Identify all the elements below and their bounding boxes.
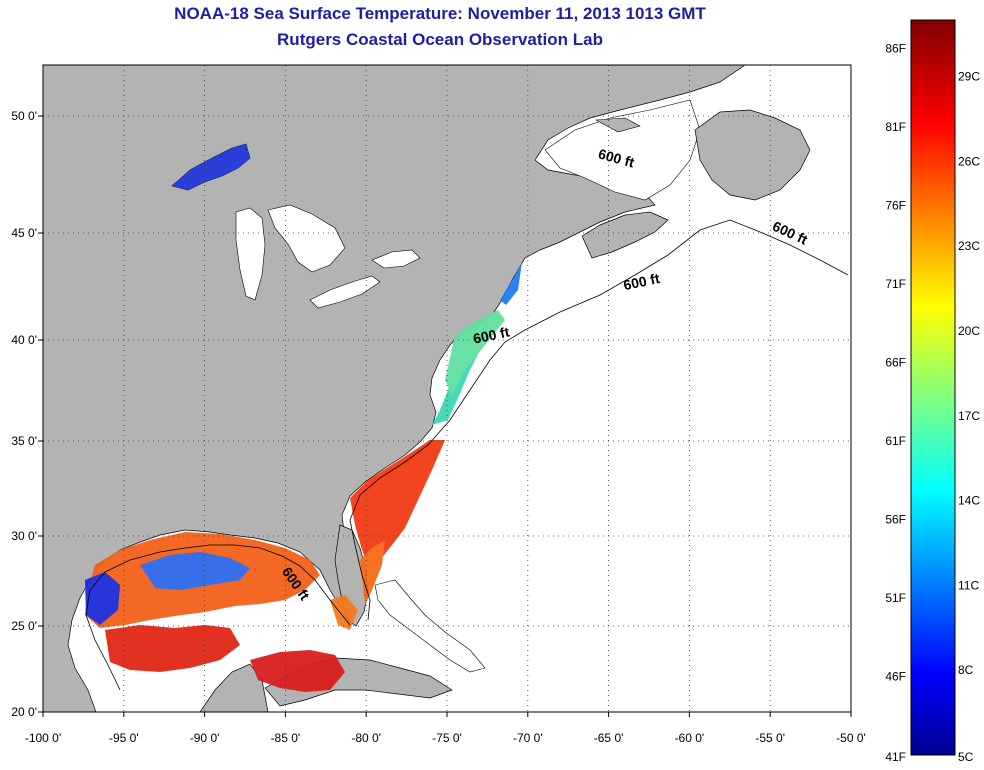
land-nova-scotia <box>581 211 669 259</box>
lon-tick-label: -90 0' <box>190 731 220 745</box>
lat-tick-label: 20 0' <box>11 705 37 719</box>
lat-tick-label: 45 0' <box>11 226 37 240</box>
colorbar-f-label: 56F <box>885 512 906 526</box>
lat-tick-label: 35 0' <box>11 434 37 448</box>
lake-michigan <box>235 207 266 301</box>
lat-tick-label: 50 0' <box>11 109 37 123</box>
longitude-axis: -100 0' -95 0' -90 0' -85 0' -80 0' -75 0' -70… <box>25 712 866 745</box>
lat-tick-label: 30 0' <box>11 529 37 543</box>
colorbar-c-label: 14C <box>958 494 980 508</box>
colorbar-f-label: 61F <box>885 434 906 448</box>
colorbar-f-label: 71F <box>885 277 906 291</box>
lon-tick-label: -80 0' <box>351 731 381 745</box>
colorbar-c-label: 17C <box>958 409 980 423</box>
lon-tick-label: -55 0' <box>755 731 785 745</box>
land-yucatan <box>199 663 269 712</box>
lon-tick-label: -70 0' <box>513 731 543 745</box>
colorbar-c-label: 20C <box>958 324 980 338</box>
map-title: NOAA-18 Sea Surface Temperature: Novembe… <box>174 4 706 23</box>
lat-tick-label: 40 0' <box>11 333 37 347</box>
lon-tick-label: -85 0' <box>271 731 301 745</box>
map-subtitle: Rutgers Coastal Ocean Observation Lab <box>277 30 603 49</box>
colorbar-f-label: 51F <box>885 591 906 605</box>
lake-huron <box>267 204 346 273</box>
lake-ontario <box>371 249 421 269</box>
lon-tick-label: -50 0' <box>836 731 866 745</box>
colorbar-c-label: 8C <box>958 663 974 677</box>
lon-tick-label: -100 0' <box>25 731 61 745</box>
lon-tick-label: -75 0' <box>432 731 462 745</box>
colorbar-c-label: 23C <box>958 239 980 253</box>
colorbar-celsius-labels: 29C 26C 23C 20C 17C 14C 11C 8C 5C <box>958 70 980 764</box>
colorbar-f-label: 76F <box>885 198 906 212</box>
lon-tick-label: -95 0' <box>109 731 139 745</box>
gulf-st-lawrence <box>544 99 701 201</box>
land-anticosti <box>594 117 641 133</box>
colorbar-f-label: 86F <box>885 41 906 55</box>
isobath-label: 600 ft <box>622 270 661 293</box>
latitude-axis: 20 0' 25 0' 30 0' 35 0' 40 0' 45 0' 50 0' <box>11 109 43 719</box>
colorbar-f-label: 81F <box>885 120 906 134</box>
lon-tick-label: -60 0' <box>675 731 705 745</box>
colorbar-c-label: 26C <box>958 154 980 168</box>
bahamas-banks <box>374 579 486 673</box>
colorbar-fahrenheit-labels: 86F 81F 76F 71F 66F 61F 56F 51F 46F 41F <box>885 41 906 764</box>
isobath-label: 600 ft <box>472 323 511 346</box>
lat-tick-label: 25 0' <box>11 619 37 633</box>
colorbar-c-label: 11C <box>958 578 979 592</box>
lake-erie <box>309 275 381 309</box>
land-north-america <box>43 65 746 712</box>
lon-tick-label: -65 0' <box>594 731 624 745</box>
isobath-600ft <box>85 219 849 691</box>
colorbar-f-label: 66F <box>885 355 906 369</box>
colorbar-c-label: 5C <box>958 750 974 764</box>
colorbar-f-label: 41F <box>885 750 906 764</box>
land-newfoundland <box>694 109 811 201</box>
colorbar-c-label: 29C <box>958 70 980 84</box>
colorbar <box>910 19 956 756</box>
colorbar-f-label: 46F <box>885 669 906 683</box>
